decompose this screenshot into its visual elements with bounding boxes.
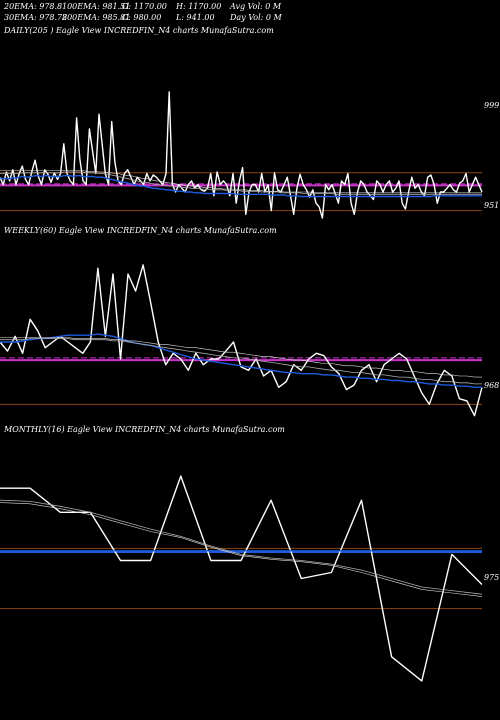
header-30ema: 30EMA: 978.78 [4,13,68,22]
header-low: L: 941.00 [176,13,215,22]
series-line-ema_gray2 [0,170,482,194]
chart-panel-1: 968 [0,264,499,417]
series-line-price [0,475,483,682]
series-line-price [0,264,483,417]
y-tick-label: 999 [484,101,499,110]
series-line-ema_gray2 [0,502,483,597]
y-tick-label: 968 [484,381,499,390]
chart-panel-0: 999 951 [0,91,499,219]
header-200ema: 200EMA: 985.81 [62,13,131,22]
header-20ema: 20EMA: 978.8 [4,2,63,11]
series-line-ema_blue [0,174,482,198]
chart-panel-2: 975 [0,475,499,682]
header-day-vol: Day Vol: 0 M [230,13,282,22]
series-line-ema_blue [0,333,482,388]
series-line-ema_gray [0,499,483,595]
header-close: C: 980.00 [122,13,162,22]
header-avg-vol: Avg Vol: 0 M [230,2,282,11]
daily-chart-title: DAILY(205 ) Eagle View INCREDFIN_N4 char… [4,26,274,35]
header-100ema: 100EMA: 981.51 [62,2,131,11]
monthly-chart-title: MONTHLY(16) Eagle View INCREDFIN_N4 char… [4,425,285,434]
header-high: H: 1170.00 [176,2,222,11]
series-line-ema_gray [0,171,482,195]
y-tick-label: 975 [484,573,499,582]
series-line-price [0,91,483,219]
header-open: O: 1170.00 [122,2,167,11]
weekly-chart-title: WEEKLY(60) Eagle View INCREDFIN_N4 chart… [4,226,277,235]
series-line-ema_gray [0,338,482,385]
series-line-ema_gray2 [0,337,482,378]
y-tick-label: 951 [484,201,499,210]
